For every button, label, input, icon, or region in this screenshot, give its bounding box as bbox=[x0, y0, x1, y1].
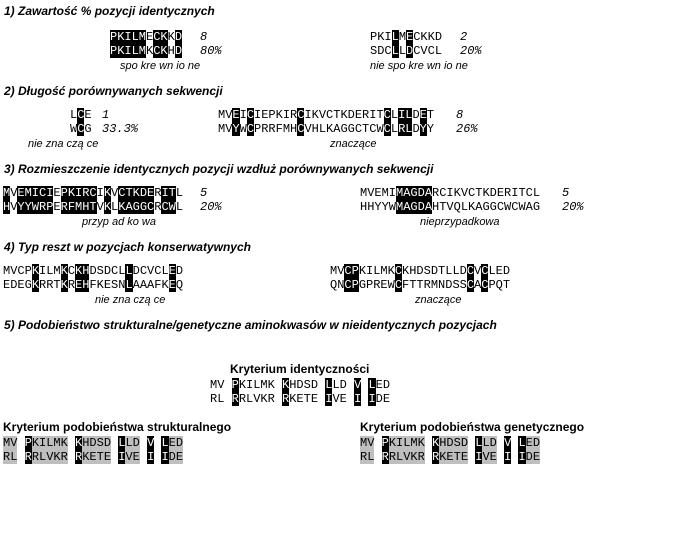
sec2-left-seqB: WCG bbox=[70, 122, 92, 136]
sec1-left-scoreA: 8 bbox=[200, 30, 207, 44]
sec3-right-caption: nieprzypadkowa bbox=[420, 216, 500, 228]
sec3-right-seqB: HHYYWMAGDAHTVQLKAGGCWCWAG bbox=[360, 200, 540, 214]
sec5-struct-title: Kryterium podobieństwa strukturalnego bbox=[3, 420, 231, 434]
sec4-right-caption: znaczące bbox=[415, 294, 461, 306]
sec1-right-seqA: PKILMECKKD bbox=[370, 30, 442, 44]
sec2-right-seqA: MVEICIEPKIRCIKVCTKDERITCLILDET bbox=[218, 108, 434, 122]
sec2-left-caption: nie zna czą ce bbox=[28, 138, 98, 150]
sec1-right-scoreA: 2 bbox=[460, 30, 467, 44]
sec1-left-caption: spo kre wn io ne bbox=[120, 60, 200, 72]
sec4-left-seqB: EDEGKRRTKREHFKESNLAAAFKEQ bbox=[3, 278, 183, 292]
page-canvas: 1) Zawartość % pozycji identycznych PKIL… bbox=[0, 0, 680, 537]
sec5-gen-seqB: RL RRLVKR RKETE IVE I IDE bbox=[360, 450, 540, 464]
sec1-right-scoreB: 20% bbox=[460, 44, 482, 58]
sec1-right-caption: nie spo kre wn io ne bbox=[370, 60, 468, 72]
sec4-left-caption: nie zna czą ce bbox=[95, 294, 165, 306]
sec5-identity-seqB: RL RRLVKR RKETE IVE I IDE bbox=[210, 392, 390, 406]
heading-1: 1) Zawartość % pozycji identycznych bbox=[4, 4, 215, 18]
sec4-right-seqA: MVCPKILMKCKHDSDTLLDCVCLED bbox=[330, 264, 510, 278]
sec1-left-seqB: PKILMKCKHD bbox=[110, 44, 182, 58]
sec5-gen-title: Kryterium podobieństwa genetycznego bbox=[360, 420, 584, 434]
sec3-left-seqA: MVEMICIEPKIRCIKVCTKDERITL bbox=[3, 186, 183, 200]
heading-3: 3) Rozmieszczenie identycznych pozycji w… bbox=[4, 162, 433, 176]
sec5-struct-seqB: RL RRLVKR RKETE IVE I IDE bbox=[3, 450, 183, 464]
sec5-identity-seqA: MV PKILMK KHDSD LLD V LED bbox=[210, 378, 390, 392]
sec2-left-seqA: LCE bbox=[70, 108, 92, 122]
sec5-identity-title: Kryterium identyczności bbox=[230, 362, 369, 376]
sec5-struct-seqA: MV PKILMK KHDSD LLD V LED bbox=[3, 436, 183, 450]
sec3-left-seqB: HVYYWRPERFMHTVKLKAGGCRCWL bbox=[3, 200, 183, 214]
heading-4: 4) Typ reszt w pozycjach konserwatywnych bbox=[4, 240, 251, 254]
sec2-right-scoreB: 26% bbox=[456, 122, 478, 136]
sec4-right-seqB: QNCPGPREWCFTTRMNDSSCACPQT bbox=[330, 278, 510, 292]
sec3-left-caption: przyp ad ko wa bbox=[82, 216, 156, 228]
sec2-left-scoreB: 33.3% bbox=[102, 122, 138, 136]
sec2-left-scoreA: 1 bbox=[102, 108, 109, 122]
sec3-right-scoreB: 20% bbox=[562, 200, 584, 214]
sec5-gen-seqA: MV PKILMK KHDSD LLD V LED bbox=[360, 436, 540, 450]
sec1-right-seqB: SDCLLDCVCL bbox=[370, 44, 442, 58]
sec2-right-seqB: MVYWCPRRFMHCVHLKAGGCTCWCLRLDYY bbox=[218, 122, 434, 136]
sec3-left-scoreA: 5 bbox=[200, 186, 207, 200]
sec1-left-seqA: PKILMECKKD bbox=[110, 30, 182, 44]
sec2-right-scoreA: 8 bbox=[456, 108, 463, 122]
sec3-right-scoreA: 5 bbox=[562, 186, 569, 200]
sec3-left-scoreB: 20% bbox=[200, 200, 222, 214]
sec2-right-caption: znaczące bbox=[330, 138, 376, 150]
sec4-left-seqA: MVCPKILMKCKHDSDCLLDCVCLED bbox=[3, 264, 183, 278]
sec1-left-scoreB: 80% bbox=[200, 44, 222, 58]
heading-5: 5) Podobieństwo strukturalne/genetyczne … bbox=[4, 318, 664, 332]
sec3-right-seqA: MVEMIMAGDARCIKVCTKDERITCL bbox=[360, 186, 540, 200]
heading-2: 2) Długość porównywanych sekwencji bbox=[4, 84, 223, 98]
